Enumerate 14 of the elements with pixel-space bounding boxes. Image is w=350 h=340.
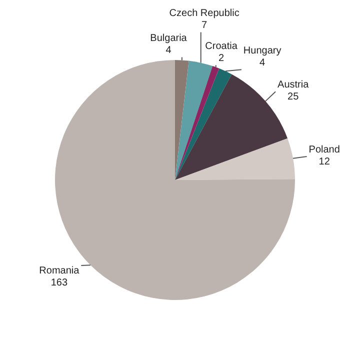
data-label: 12 [318,156,330,168]
slice-label: Romania [39,265,80,276]
data-label: 7 [202,20,208,31]
data-label: 4 [260,57,266,68]
slice-label: Croatia [205,40,238,52]
data-label: 25 [288,91,300,102]
slice-label: Hungary [243,45,282,56]
data-label: 2 [218,52,225,64]
slice-label: Bulgaria [150,32,188,44]
slice-label: Czech Republic [169,8,240,19]
slice-label: Austria [278,79,310,90]
slice-label: Poland [308,144,340,156]
data-label: 163 [50,277,68,288]
data-label: 4 [166,44,172,56]
